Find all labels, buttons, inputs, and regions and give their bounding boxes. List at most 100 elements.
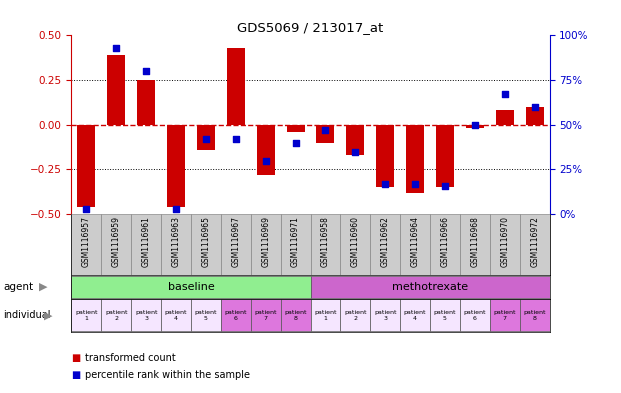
Text: patient
4: patient 4	[404, 310, 427, 321]
Text: GSM1116962: GSM1116962	[381, 216, 390, 267]
Text: GSM1116966: GSM1116966	[440, 216, 450, 267]
Text: GSM1116967: GSM1116967	[231, 216, 240, 267]
Text: GSM1116957: GSM1116957	[82, 216, 91, 267]
Text: patient
8: patient 8	[524, 310, 546, 321]
Bar	[251, 299, 281, 331]
Text: ▶: ▶	[43, 310, 52, 320]
Text: baseline: baseline	[168, 282, 214, 292]
Point	[171, 206, 181, 212]
Text: methotrexate: methotrexate	[392, 282, 468, 292]
Bar	[191, 299, 221, 331]
Bar	[460, 299, 490, 331]
Bar	[370, 214, 400, 275]
Bar	[490, 299, 520, 331]
Bar	[490, 214, 520, 275]
Text: ■: ■	[71, 353, 81, 363]
Bar	[191, 214, 221, 275]
Text: patient
2: patient 2	[105, 310, 127, 321]
Text: transformed count: transformed count	[85, 353, 176, 363]
Bar	[197, 125, 215, 150]
Bar	[221, 214, 251, 275]
Bar	[161, 214, 191, 275]
Bar	[496, 110, 514, 125]
Bar	[340, 299, 370, 331]
Bar	[101, 299, 131, 331]
Text: patient
1: patient 1	[314, 310, 337, 321]
Bar	[400, 214, 430, 275]
Bar	[256, 125, 274, 175]
Text: patient
5: patient 5	[433, 310, 456, 321]
Text: GSM1116964: GSM1116964	[410, 216, 420, 267]
Bar	[340, 214, 370, 275]
Text: percentile rank within the sample: percentile rank within the sample	[85, 370, 250, 380]
Text: patient
6: patient 6	[464, 310, 486, 321]
Text: patient
2: patient 2	[344, 310, 366, 321]
Text: GSM1116968: GSM1116968	[470, 216, 479, 267]
Bar	[227, 48, 245, 125]
Text: GSM1116961: GSM1116961	[142, 216, 151, 267]
Bar	[520, 299, 550, 331]
Bar	[406, 125, 424, 193]
Text: GSM1116970: GSM1116970	[501, 216, 509, 267]
Bar	[430, 214, 460, 275]
Bar	[317, 125, 334, 143]
Point	[201, 136, 211, 142]
Point	[320, 127, 330, 133]
Bar	[286, 125, 304, 132]
Point	[470, 122, 480, 128]
Bar	[137, 80, 155, 125]
Text: individual: individual	[3, 310, 50, 320]
Text: patient
4: patient 4	[165, 310, 188, 321]
Text: GSM1116971: GSM1116971	[291, 216, 300, 267]
Bar	[525, 107, 543, 125]
Bar	[107, 55, 125, 125]
Bar	[167, 125, 185, 207]
Bar	[430, 299, 460, 331]
Point	[410, 181, 420, 187]
Text: GSM1116963: GSM1116963	[171, 216, 181, 267]
Point	[141, 68, 151, 74]
Bar	[71, 275, 310, 298]
Bar	[347, 125, 365, 155]
Text: GSM1116969: GSM1116969	[261, 216, 270, 267]
Text: GSM1116958: GSM1116958	[321, 216, 330, 267]
Bar	[310, 275, 550, 298]
Point	[380, 181, 390, 187]
Bar	[376, 125, 394, 187]
Bar	[131, 299, 161, 331]
Point	[261, 157, 271, 163]
Point	[530, 104, 540, 110]
Text: patient
3: patient 3	[135, 310, 157, 321]
Bar	[281, 214, 310, 275]
Text: GSM1116960: GSM1116960	[351, 216, 360, 267]
Bar	[436, 125, 454, 187]
Point	[231, 136, 241, 142]
Bar	[131, 214, 161, 275]
Text: patient
1: patient 1	[75, 310, 97, 321]
Bar	[310, 214, 340, 275]
Text: patient
6: patient 6	[225, 310, 247, 321]
Text: patient
7: patient 7	[494, 310, 516, 321]
Point	[81, 206, 91, 212]
Text: patient
3: patient 3	[374, 310, 396, 321]
Bar	[78, 125, 96, 207]
Text: ▶: ▶	[39, 282, 48, 292]
Text: patient
7: patient 7	[255, 310, 277, 321]
Bar	[71, 214, 101, 275]
Bar	[310, 299, 340, 331]
Point	[500, 91, 510, 97]
Point	[291, 140, 301, 146]
Bar	[460, 214, 490, 275]
Point	[350, 149, 360, 155]
Text: agent: agent	[3, 282, 34, 292]
Point	[111, 45, 121, 51]
Bar	[400, 299, 430, 331]
Text: GSM1116965: GSM1116965	[201, 216, 211, 267]
Text: patient
5: patient 5	[194, 310, 217, 321]
Bar	[71, 299, 101, 331]
Bar	[251, 214, 281, 275]
Bar	[161, 299, 191, 331]
Bar	[281, 299, 310, 331]
Text: patient
8: patient 8	[284, 310, 307, 321]
Bar	[520, 214, 550, 275]
